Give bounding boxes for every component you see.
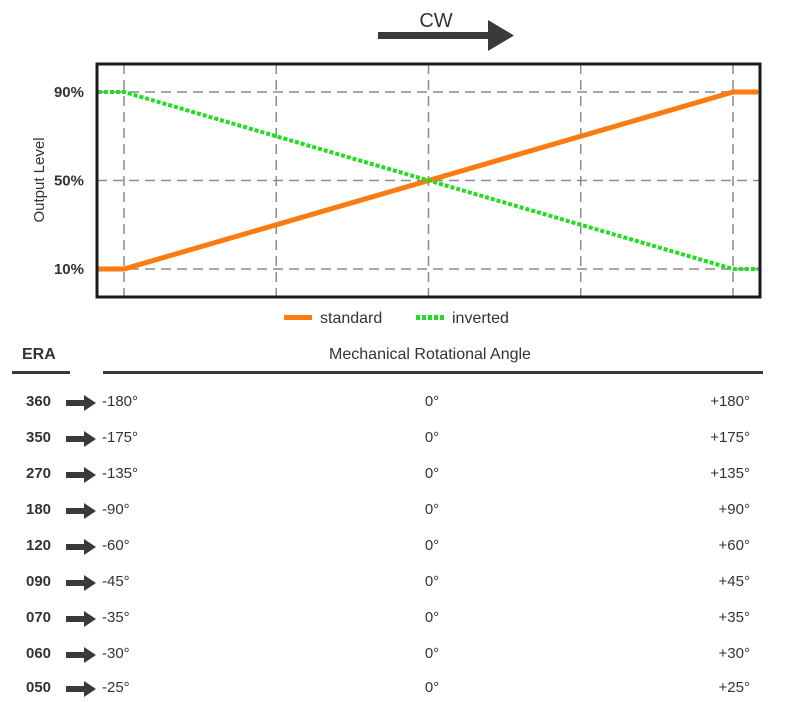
angle-max: +25° [718, 679, 750, 696]
legend-label-inverted: inverted [452, 310, 509, 327]
angle-min: -90° [102, 501, 130, 518]
arrow-right-icon [66, 647, 96, 663]
angle-min: -180° [102, 393, 139, 410]
y-axis-label: Output Level [31, 137, 48, 222]
angle-header: Mechanical Rotational Angle [329, 346, 531, 363]
angle-zero: 0° [424, 679, 440, 696]
era-value: 050 [26, 679, 52, 696]
angle-zero: 0° [424, 573, 440, 590]
angle-min: -60° [102, 537, 130, 554]
output-level-chart: CW 90% 50% 10% Output Level standard inver… [31, 10, 762, 327]
table-row: 350 -175° 0° +175° [0, 429, 786, 451]
angle-max: +175° [710, 429, 750, 446]
table-row: 270 -135° 0° +135° [0, 465, 786, 487]
era-value: 060 [26, 645, 52, 662]
era-value: 360 [26, 393, 52, 410]
era-value: 350 [26, 429, 52, 446]
angle-min: -135° [102, 465, 139, 482]
arrow-right-icon [66, 503, 96, 519]
era-header: ERA [22, 346, 56, 363]
table-row: 360 -180° 0° +180° [0, 393, 786, 415]
table-row: 120 -60° 0° +60° [0, 537, 786, 559]
arrow-right-icon [66, 431, 96, 447]
arrow-right-icon [66, 395, 96, 411]
angle-zero: 0° [424, 465, 440, 482]
angle-min: -175° [102, 429, 139, 446]
angle-min: -35° [102, 609, 130, 626]
angle-zero: 0° [424, 501, 440, 518]
table-row: 090 -45° 0° +45° [0, 573, 786, 595]
angle-min: -45° [102, 573, 130, 590]
y-tick-label: 10% [54, 261, 84, 278]
y-tick-label: 90% [54, 84, 84, 101]
cw-arrow-icon [378, 20, 514, 51]
angle-zero: 0° [424, 645, 440, 662]
legend: standard inverted [284, 310, 509, 327]
era-value: 270 [26, 465, 52, 482]
arrow-right-icon [66, 539, 96, 555]
table-row: 180 -90° 0° +90° [0, 501, 786, 523]
y-tick-label: 50% [54, 173, 84, 190]
angle-max: +135° [710, 465, 750, 482]
angle-max: +180° [710, 393, 750, 410]
angle-zero: 0° [424, 429, 440, 446]
plot-frame [95, 62, 762, 299]
arrow-right-icon [66, 681, 96, 697]
angle-zero: 0° [424, 609, 440, 626]
arrow-right-icon [66, 611, 96, 627]
angle-min: -30° [102, 645, 130, 662]
era-value: 180 [26, 501, 52, 518]
era-header-rule [12, 371, 70, 374]
angle-max: +35° [718, 609, 750, 626]
angle-max: +45° [718, 573, 750, 590]
angle-zero: 0° [424, 537, 440, 554]
cw-label: CW [419, 10, 452, 32]
era-value: 090 [26, 573, 52, 590]
table-row: 070 -35° 0° +35° [0, 609, 786, 631]
angle-header-rule [103, 371, 763, 374]
era-value: 070 [26, 609, 52, 626]
table-row: 060 -30° 0° +30° [0, 645, 786, 667]
angle-zero: 0° [424, 393, 440, 410]
arrow-right-icon [66, 467, 96, 483]
angle-min: -25° [102, 679, 130, 696]
table-row: 050 -25° 0° +25° [0, 679, 786, 701]
angle-max: +90° [718, 501, 750, 518]
angle-max: +60° [718, 537, 750, 554]
era-value: 120 [26, 537, 52, 554]
angle-max: +30° [718, 645, 750, 662]
legend-label-standard: standard [320, 310, 382, 327]
arrow-right-icon [66, 575, 96, 591]
series-line-inverted [98, 90, 758, 271]
